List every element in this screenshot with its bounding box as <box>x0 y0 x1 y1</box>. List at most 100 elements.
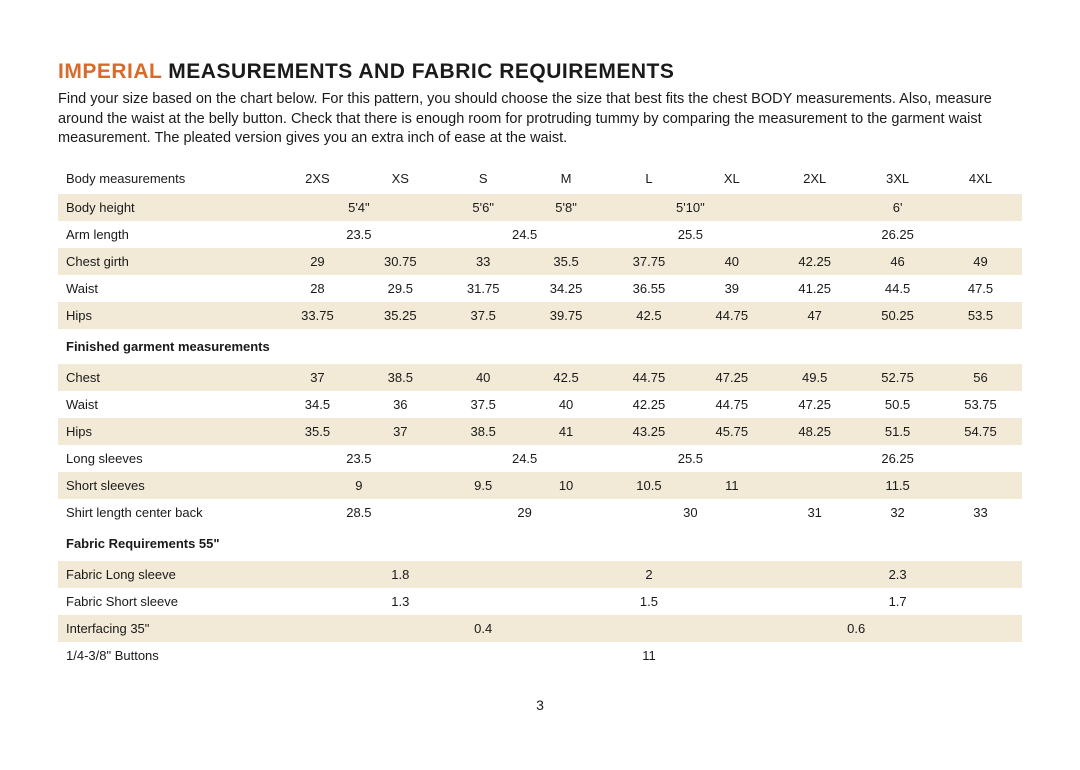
title-accent: IMPERIAL <box>58 60 162 83</box>
cell: 47 <box>773 302 856 329</box>
cell: 26.25 <box>773 221 1022 248</box>
cell: 35.5 <box>276 418 359 445</box>
cell: 37.5 <box>442 302 525 329</box>
size-header: XS <box>359 163 442 194</box>
cell: 44.5 <box>856 275 939 302</box>
section-header: Fabric Requirements 55" <box>58 526 1022 561</box>
cell: 24.5 <box>442 445 608 472</box>
cell: 29 <box>442 499 608 526</box>
row-label: Hips <box>58 302 276 329</box>
size-header: 2XL <box>773 163 856 194</box>
size-header: M <box>525 163 608 194</box>
cell: 34.5 <box>276 391 359 418</box>
cell: 38.5 <box>359 364 442 391</box>
cell: 38.5 <box>442 418 525 445</box>
cell: 0.4 <box>276 615 690 642</box>
cell: 26.25 <box>773 445 1022 472</box>
cell: 49.5 <box>773 364 856 391</box>
cell: 31.75 <box>442 275 525 302</box>
cell: 41 <box>525 418 608 445</box>
cell: 50.5 <box>856 391 939 418</box>
section-header: Finished garment measurements <box>58 329 1022 364</box>
table-row: Shirt length center back28.52930313233 <box>58 499 1022 526</box>
header-row: Body measurements 2XS XS S M L XL 2XL 3X… <box>58 163 1022 194</box>
cell: 47.25 <box>690 364 773 391</box>
intro-text: Find your size based on the chart below.… <box>58 90 1022 149</box>
cell: 24.5 <box>442 221 608 248</box>
cell: 33 <box>939 499 1022 526</box>
cell: 5'4" <box>276 194 442 221</box>
cell: 9 <box>276 472 442 499</box>
page-title: IMPERIAL MEASUREMENTS AND FABRIC REQUIRE… <box>58 60 1022 84</box>
cell: 49 <box>939 248 1022 275</box>
cell: 28 <box>276 275 359 302</box>
cell: 37.75 <box>608 248 691 275</box>
cell: 10.5 <box>608 472 691 499</box>
row-label: 1/4-3/8" Buttons <box>58 642 276 669</box>
page-number: 3 <box>58 697 1022 713</box>
table-row: Hips33.7535.2537.539.7542.544.754750.255… <box>58 302 1022 329</box>
cell: 1.8 <box>276 561 525 588</box>
row-label: Hips <box>58 418 276 445</box>
size-header: 2XS <box>276 163 359 194</box>
cell: 29.5 <box>359 275 442 302</box>
row-label: Short sleeves <box>58 472 276 499</box>
cell: 51.5 <box>856 418 939 445</box>
cell: 32 <box>856 499 939 526</box>
row-label: Chest girth <box>58 248 276 275</box>
cell: 31 <box>773 499 856 526</box>
cell: 43.25 <box>608 418 691 445</box>
cell: 5'6" <box>442 194 525 221</box>
cell: 36.55 <box>608 275 691 302</box>
table-row: Waist2829.531.7534.2536.553941.2544.547.… <box>58 275 1022 302</box>
cell: 33 <box>442 248 525 275</box>
title-rest: MEASUREMENTS AND FABRIC REQUIREMENTS <box>162 60 674 83</box>
cell: 28.5 <box>276 499 442 526</box>
cell: 11 <box>690 472 773 499</box>
cell: 56 <box>939 364 1022 391</box>
cell: 39.75 <box>525 302 608 329</box>
cell: 29 <box>276 248 359 275</box>
cell: 47.25 <box>773 391 856 418</box>
cell: 30 <box>608 499 774 526</box>
measurements-table: Body measurements 2XS XS S M L XL 2XL 3X… <box>58 163 1022 669</box>
cell: 40 <box>525 391 608 418</box>
cell: 50.25 <box>856 302 939 329</box>
cell: 42.25 <box>608 391 691 418</box>
cell: 52.75 <box>856 364 939 391</box>
row-label: Fabric Long sleeve <box>58 561 276 588</box>
cell: 35.25 <box>359 302 442 329</box>
cell: 25.5 <box>608 445 774 472</box>
table-row: Waist34.53637.54042.2544.7547.2550.553.7… <box>58 391 1022 418</box>
cell: 44.75 <box>608 364 691 391</box>
table-row: Fabric Long sleeve1.822.3 <box>58 561 1022 588</box>
size-header: XL <box>690 163 773 194</box>
row-label: Interfacing 35" <box>58 615 276 642</box>
table-row: Arm length23.524.525.526.25 <box>58 221 1022 248</box>
cell: 44.75 <box>690 391 773 418</box>
table-row: Short sleeves99.51010.51111.5 <box>58 472 1022 499</box>
cell: 44.75 <box>690 302 773 329</box>
table-row: Chest girth2930.753335.537.754042.254649 <box>58 248 1022 275</box>
cell: 46 <box>856 248 939 275</box>
table-row: Fabric Short sleeve1.31.51.7 <box>58 588 1022 615</box>
cell: 47.5 <box>939 275 1022 302</box>
cell: 30.75 <box>359 248 442 275</box>
cell: 48.25 <box>773 418 856 445</box>
cell: 0.6 <box>690 615 1022 642</box>
cell: 35.5 <box>525 248 608 275</box>
size-header: L <box>608 163 691 194</box>
cell: 23.5 <box>276 221 442 248</box>
cell: 45.75 <box>690 418 773 445</box>
cell: 2 <box>525 561 774 588</box>
cell: 25.5 <box>608 221 774 248</box>
cell: 6' <box>773 194 1022 221</box>
row-label: Fabric Short sleeve <box>58 588 276 615</box>
section-label: Fabric Requirements 55" <box>58 526 1022 561</box>
cell: 42.5 <box>608 302 691 329</box>
row-label: Long sleeves <box>58 445 276 472</box>
cell: 1.3 <box>276 588 525 615</box>
cell: 11 <box>276 642 1022 669</box>
cell: 42.5 <box>525 364 608 391</box>
cell: 33.75 <box>276 302 359 329</box>
